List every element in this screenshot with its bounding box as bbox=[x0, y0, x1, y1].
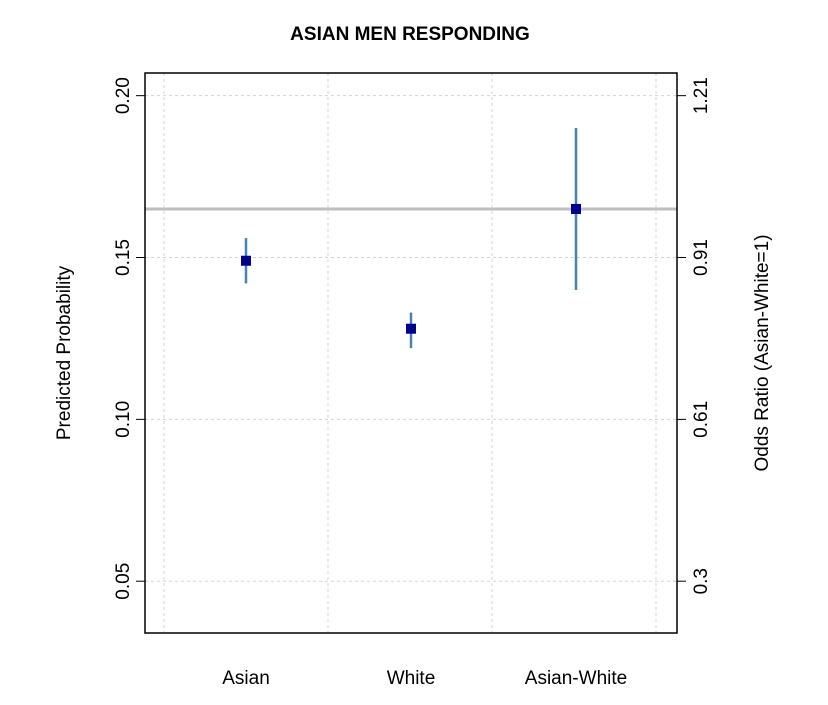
plot-frame bbox=[144, 72, 678, 634]
y-axis-left: 0.05 0.10 0.15 0.20 bbox=[113, 77, 145, 600]
chart-title: ASIAN MEN RESPONDING bbox=[290, 24, 530, 45]
data-point bbox=[571, 203, 581, 214]
y-tick-label: 0.05 bbox=[113, 563, 134, 600]
grid bbox=[145, 73, 677, 633]
data-point bbox=[406, 323, 416, 334]
y2-tick-label: 0.61 bbox=[691, 401, 712, 438]
y2-tick-label: 0.91 bbox=[691, 239, 712, 276]
data-marks bbox=[241, 128, 581, 349]
data-point bbox=[241, 255, 251, 266]
y-tick-label: 0.15 bbox=[113, 239, 134, 276]
x-tick-label: Asian bbox=[222, 668, 270, 689]
y-tick-label: 0.10 bbox=[113, 401, 134, 438]
y2-tick-label: 1.21 bbox=[691, 77, 712, 114]
y2-tick-label: 0.3 bbox=[691, 568, 712, 594]
x-tick-label: White bbox=[387, 668, 436, 689]
x-tick-label: Asian-White bbox=[525, 668, 627, 689]
y-axis-right: 0.3 0.61 0.91 1.21 bbox=[677, 77, 712, 594]
y-axis-label: Predicted Probability bbox=[54, 265, 75, 440]
y2-axis-label: Odds Ratio (Asian-White=1) bbox=[752, 234, 773, 471]
x-axis: Asian White Asian-White bbox=[222, 668, 627, 689]
y-tick-label: 0.20 bbox=[113, 77, 134, 114]
